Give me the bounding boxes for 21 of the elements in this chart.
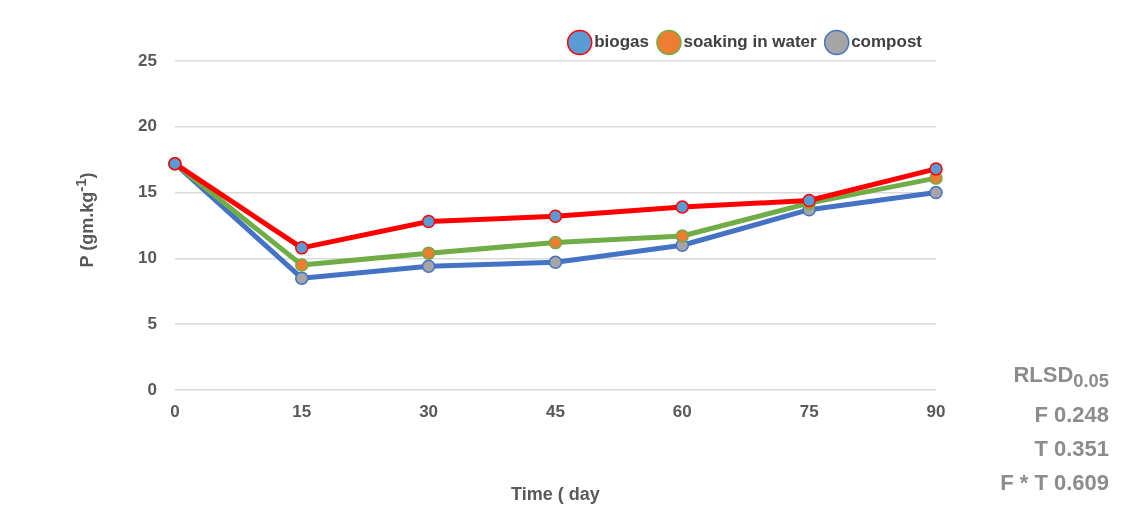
y-tick-label: 20	[137, 116, 157, 136]
y-tick-label: 25	[137, 50, 157, 70]
y-tick-label: 15	[137, 182, 157, 202]
legend-label: compost	[851, 32, 923, 52]
text: F * T 0.609	[1000, 469, 1109, 498]
y-tick-label: 10	[137, 248, 157, 268]
legend-label: biogas	[594, 32, 649, 52]
x-tick-label: 30	[419, 401, 439, 421]
text: T 0.351	[1033, 435, 1109, 464]
x-tick-label: 60	[672, 401, 692, 421]
x-tick-label: 0	[170, 401, 180, 421]
y-tick-label: 5	[147, 313, 157, 333]
x-tick-label: 45	[545, 401, 565, 421]
y-tick-label: 0	[147, 379, 157, 399]
x-axis-title: Time ( day	[511, 484, 600, 505]
legend-label: soaking in water	[683, 32, 818, 52]
x-tick-label: 15	[292, 401, 312, 421]
text: RLSD$_{0.05}$	[1012, 361, 1109, 394]
x-tick-label: 75	[799, 401, 819, 421]
text: F 0.248	[1033, 401, 1109, 430]
x-tick-label: 90	[926, 401, 946, 421]
